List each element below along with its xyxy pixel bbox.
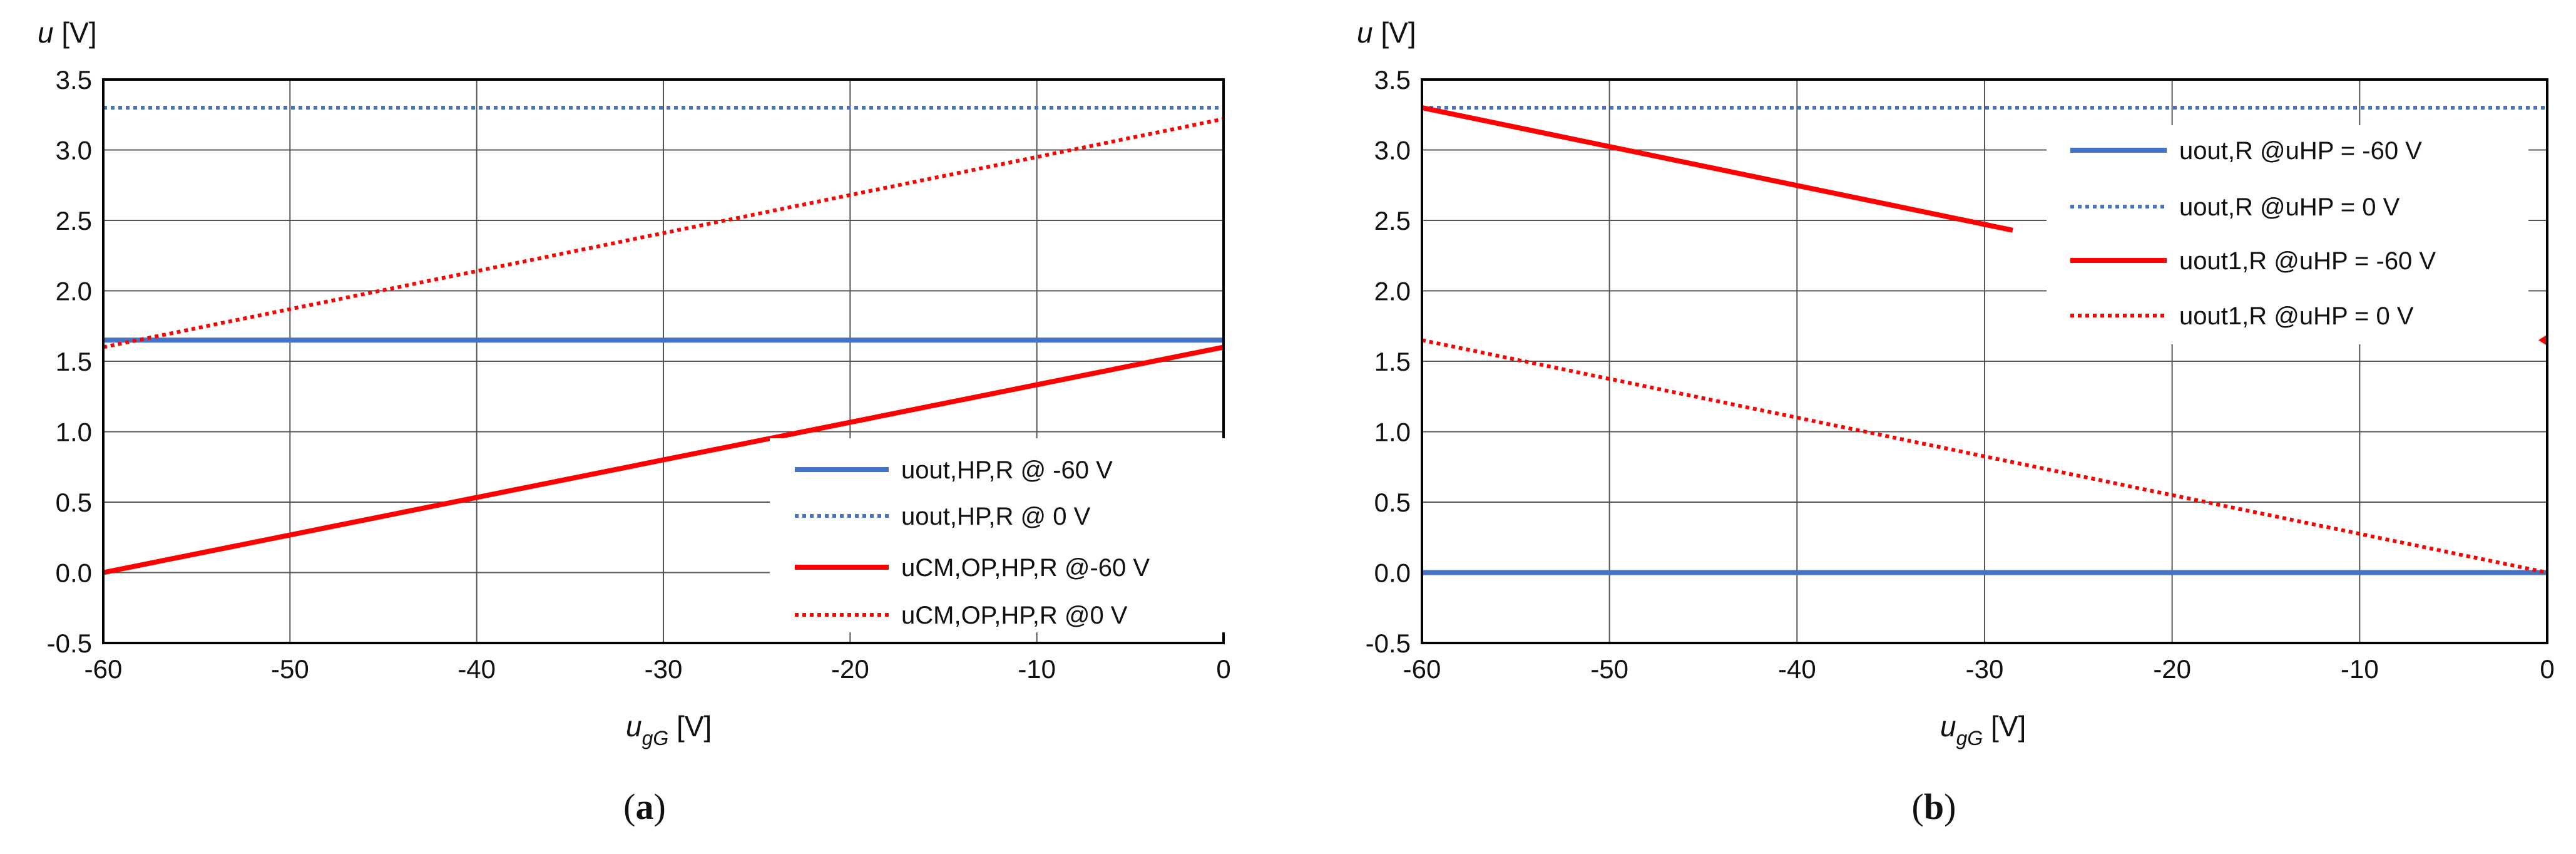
x-axis-subscript: gG (642, 727, 669, 749)
data-lines (103, 106, 1224, 575)
legend-b: uout,R @uHP = -60 V uout,R @uHP = 0 V uo… (2047, 125, 2528, 344)
y-tick-label: 0.5 (1374, 488, 1411, 517)
legend-label: uout,HP,R @ -60 V (901, 456, 1113, 484)
tick-labels: -60 -50 -40 -30 -20 -10 0 -0.5 0.0 0.5 1.0 1.5 2.0 2.… (47, 65, 1231, 684)
y-axis-symbol: u (38, 16, 54, 49)
series-line (1421, 105, 2013, 233)
y-tick-label: 3.5 (1374, 65, 1411, 95)
x-tick-label: 0 (2540, 654, 2554, 684)
legend-item: uout,R @uHP = 0 V (2070, 193, 2400, 221)
y-tick-label: 0.5 (56, 488, 92, 517)
x-axis-subscript: gG (1956, 727, 1983, 749)
panel-caption-a: (a) (623, 786, 666, 827)
y-tick-label: 1.0 (1374, 418, 1411, 447)
legend-item: uCM,OP,HP,R @0 V (795, 602, 1128, 629)
y-axis-unit: [V] (1373, 16, 1416, 49)
y-tick-label: 1.0 (56, 418, 92, 447)
legend-label: uCM,OP,HP,R @-60 V (901, 554, 1150, 582)
x-tick-label: -30 (1966, 654, 2004, 684)
x-tick-label: -20 (2153, 654, 2191, 684)
y-tick-label: -0.5 (47, 629, 92, 658)
x-axis-symbol: u (1940, 710, 1956, 743)
series-line (1421, 338, 2548, 575)
legend-item: uout,HP,R @ -60 V (795, 456, 1113, 484)
plot-frame (1421, 78, 2548, 644)
data-lines (1421, 105, 2548, 575)
x-axis-unit: [V] (668, 710, 712, 743)
y-axis-title: u [V] (38, 16, 97, 49)
y-tick-label: 2.5 (1374, 206, 1411, 235)
x-tick-label: -60 (84, 654, 123, 684)
panel-caption-b: (b) (1912, 786, 1956, 827)
caption-close: ) (654, 786, 666, 827)
x-tick-label: -30 (645, 654, 683, 684)
y-tick-label: 2.5 (56, 206, 92, 235)
legend-background (2047, 125, 2528, 344)
y-tick-label: 1.5 (1374, 347, 1411, 376)
y-tick-label: 0.0 (1374, 558, 1411, 588)
legend-item: uout,HP,R @ 0 V (795, 503, 1091, 530)
legend-label: uCM,OP,HP,R @0 V (901, 602, 1128, 629)
legend-item: uout,R @uHP = -60 V (2070, 137, 2422, 165)
y-tick-label: 2.0 (56, 277, 92, 306)
legend-item: uout1,R @uHP = 0 V (2070, 302, 2414, 330)
x-tick-label: -10 (1018, 654, 1056, 684)
series-line (103, 344, 1224, 575)
x-axis-unit: [V] (1983, 710, 2026, 743)
series-end-marker (2538, 334, 2547, 346)
chart-panel-b: -60 -50 -40 -30 -20 -10 0 -0.5 0.0 0.5 1.0 1.5 2.0 2.… (1357, 16, 2555, 827)
x-tick-label: -50 (271, 654, 309, 684)
x-tick-label: -40 (1778, 654, 1816, 684)
series-line (103, 117, 1224, 349)
y-axis-title: u [V] (1357, 16, 1416, 49)
x-tick-label: -40 (457, 654, 496, 684)
legend-item: uCM,OP,HP,R @-60 V (795, 554, 1150, 582)
y-tick-label: 3.0 (1374, 136, 1411, 165)
x-tick-label: 0 (1216, 654, 1230, 684)
y-tick-label: 3.0 (56, 136, 92, 165)
tick-labels: -60 -50 -40 -30 -20 -10 0 -0.5 0.0 0.5 1.0 1.5 2.0 2.… (1366, 65, 2555, 684)
caption-open: ( (1912, 786, 1924, 827)
caption-close: ) (1944, 786, 1956, 827)
x-axis-symbol: u (626, 710, 642, 743)
legend-item: uout1,R @uHP = -60 V (2070, 247, 2436, 275)
x-tick-label: -60 (1403, 654, 1441, 684)
plot-frame (102, 78, 1225, 644)
x-axis-title: ugG [V] (1940, 710, 2026, 749)
x-tick-label: -10 (2341, 654, 2379, 684)
caption-open: ( (623, 786, 635, 827)
legend-label: uout,HP,R @ 0 V (901, 503, 1091, 530)
y-axis-symbol: u (1357, 16, 1373, 49)
y-axis-unit: [V] (54, 16, 97, 49)
legend-label: uout,R @uHP = -60 V (2179, 137, 2422, 165)
legend-a: uout,HP,R @ -60 V uout,HP,R @ 0 V uCM,OP… (770, 438, 1227, 632)
chart-panel-a: -60 -50 -40 -30 -20 -10 0 -0.5 0.0 0.5 1.0 1.5 2.0 2.… (38, 16, 1231, 827)
caption-letter: b (1924, 786, 1944, 827)
legend-label: uout,R @uHP = 0 V (2179, 193, 2400, 221)
y-tick-label: 1.5 (56, 347, 92, 376)
x-tick-label: -20 (831, 654, 869, 684)
x-tick-label: -50 (1590, 654, 1628, 684)
caption-letter: a (636, 786, 654, 827)
x-axis-title: ugG [V] (626, 710, 712, 749)
y-tick-label: 0.0 (56, 558, 92, 588)
y-tick-label: 3.5 (56, 65, 92, 95)
legend-label: uout1,R @uHP = -60 V (2179, 247, 2436, 275)
y-tick-label: 2.0 (1374, 277, 1411, 306)
legend-label: uout1,R @uHP = 0 V (2179, 302, 2414, 330)
y-tick-label: -0.5 (1366, 629, 1411, 658)
